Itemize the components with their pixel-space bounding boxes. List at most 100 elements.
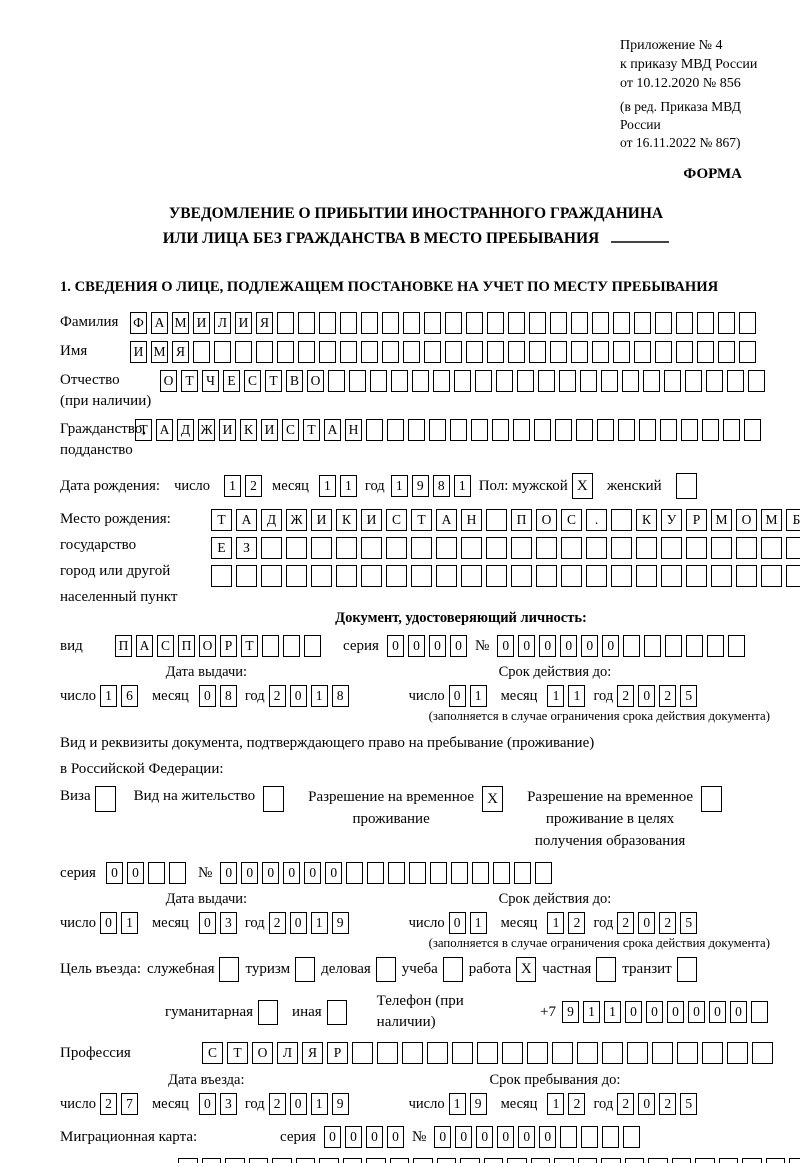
char-cell[interactable]: П [511,509,532,531]
char-cell[interactable] [487,341,504,363]
char-cell[interactable] [366,419,383,441]
char-cell[interactable]: 0 [448,912,466,934]
char-cell[interactable]: 9 [469,1093,487,1115]
char-cell[interactable] [477,1042,498,1064]
char-cell[interactable] [411,537,432,559]
char-cell[interactable] [752,1042,773,1064]
char-cell[interactable]: Н [345,419,362,441]
purpose-transit-checkbox[interactable] [676,957,697,982]
char-cell[interactable]: 0 [709,1001,726,1023]
char-cell[interactable] [295,1158,315,1163]
char-cell[interactable]: 2 [268,1093,286,1115]
char-cell[interactable] [319,341,336,363]
char-cell[interactable] [554,1158,574,1163]
char-cell[interactable]: 1 [120,912,138,934]
char-cell[interactable] [639,419,656,441]
char-cell[interactable] [211,565,232,587]
char-cell[interactable] [697,312,714,334]
char-cell[interactable] [577,1042,598,1064]
char-cell[interactable]: С [244,370,261,392]
char-cell[interactable] [555,419,572,441]
char-cell[interactable] [340,312,357,334]
char-cell[interactable]: 0 [449,635,467,657]
char-cell[interactable] [571,312,588,334]
char-cell[interactable] [611,509,632,531]
char-cell[interactable] [529,341,546,363]
char-cell[interactable]: 8 [219,685,237,707]
char-cell[interactable]: 0 [455,1126,473,1148]
char-cell[interactable] [411,565,432,587]
char-cell[interactable] [723,419,740,441]
char-cell[interactable]: 2 [659,1093,677,1115]
char-cell[interactable] [601,1158,621,1163]
char-cell[interactable] [618,419,635,441]
char-cell[interactable] [475,370,492,392]
char-cell[interactable] [592,341,609,363]
char-cell[interactable] [319,312,336,334]
char-cell[interactable] [711,565,732,587]
char-cell[interactable] [483,1158,503,1163]
char-cell[interactable] [367,862,385,884]
char-cell[interactable]: 0 [539,1126,557,1148]
char-cell[interactable] [571,341,588,363]
char-cell[interactable] [535,862,553,884]
char-cell[interactable]: 2 [99,1093,117,1115]
char-cell[interactable] [487,312,504,334]
char-cell[interactable]: Ф [130,312,147,334]
char-cell[interactable] [744,419,761,441]
char-cell[interactable]: О [536,509,557,531]
char-cell[interactable] [486,509,507,531]
char-cell[interactable]: 0 [289,685,307,707]
char-cell[interactable] [460,1158,480,1163]
char-cell[interactable]: Я [302,1042,323,1064]
char-cell[interactable]: 0 [323,1126,341,1148]
char-cell[interactable]: 1 [453,475,471,497]
char-cell[interactable] [623,1126,641,1148]
female-checkbox[interactable] [675,473,697,499]
char-cell[interactable] [613,341,630,363]
char-cell[interactable]: 1 [568,685,586,707]
char-cell[interactable]: 1 [318,475,336,497]
char-cell[interactable] [530,1158,550,1163]
char-cell[interactable] [577,1158,597,1163]
char-cell[interactable]: О [199,635,216,657]
char-cell[interactable] [634,341,651,363]
char-cell[interactable] [665,635,683,657]
char-cell[interactable] [634,312,651,334]
char-cell[interactable] [147,862,165,884]
char-cell[interactable] [513,419,530,441]
char-cell[interactable]: Л [214,312,231,334]
char-cell[interactable]: С [386,509,407,531]
char-cell[interactable]: 0 [497,635,515,657]
purpose-work-checkbox[interactable]: X [516,957,537,982]
char-cell[interactable]: У [661,509,682,531]
visa-checkbox[interactable] [94,786,116,812]
char-cell[interactable] [697,341,714,363]
char-cell[interactable] [686,565,707,587]
char-cell[interactable]: 2 [225,1158,245,1163]
char-cell[interactable] [655,341,672,363]
char-cell[interactable] [472,862,490,884]
char-cell[interactable] [695,1158,715,1163]
char-cell[interactable]: 2 [268,912,286,934]
char-cell[interactable]: 1 [583,1001,600,1023]
char-cell[interactable]: 5 [680,1093,698,1115]
char-cell[interactable] [742,1158,762,1163]
char-cell[interactable] [388,862,406,884]
char-cell[interactable] [748,370,765,392]
char-cell[interactable]: Ч [202,370,219,392]
char-cell[interactable] [655,312,672,334]
char-cell[interactable] [366,1158,386,1163]
char-cell[interactable] [445,312,462,334]
temp-residence-edu-checkbox[interactable] [701,786,723,812]
char-cell[interactable]: 2 [617,1093,635,1115]
char-cell[interactable]: 0 [638,685,656,707]
char-cell[interactable]: 0 [434,1126,452,1148]
char-cell[interactable] [536,565,557,587]
char-cell[interactable] [298,341,315,363]
char-cell[interactable] [429,419,446,441]
char-cell[interactable]: 7 [120,1093,138,1115]
char-cell[interactable] [346,862,364,884]
